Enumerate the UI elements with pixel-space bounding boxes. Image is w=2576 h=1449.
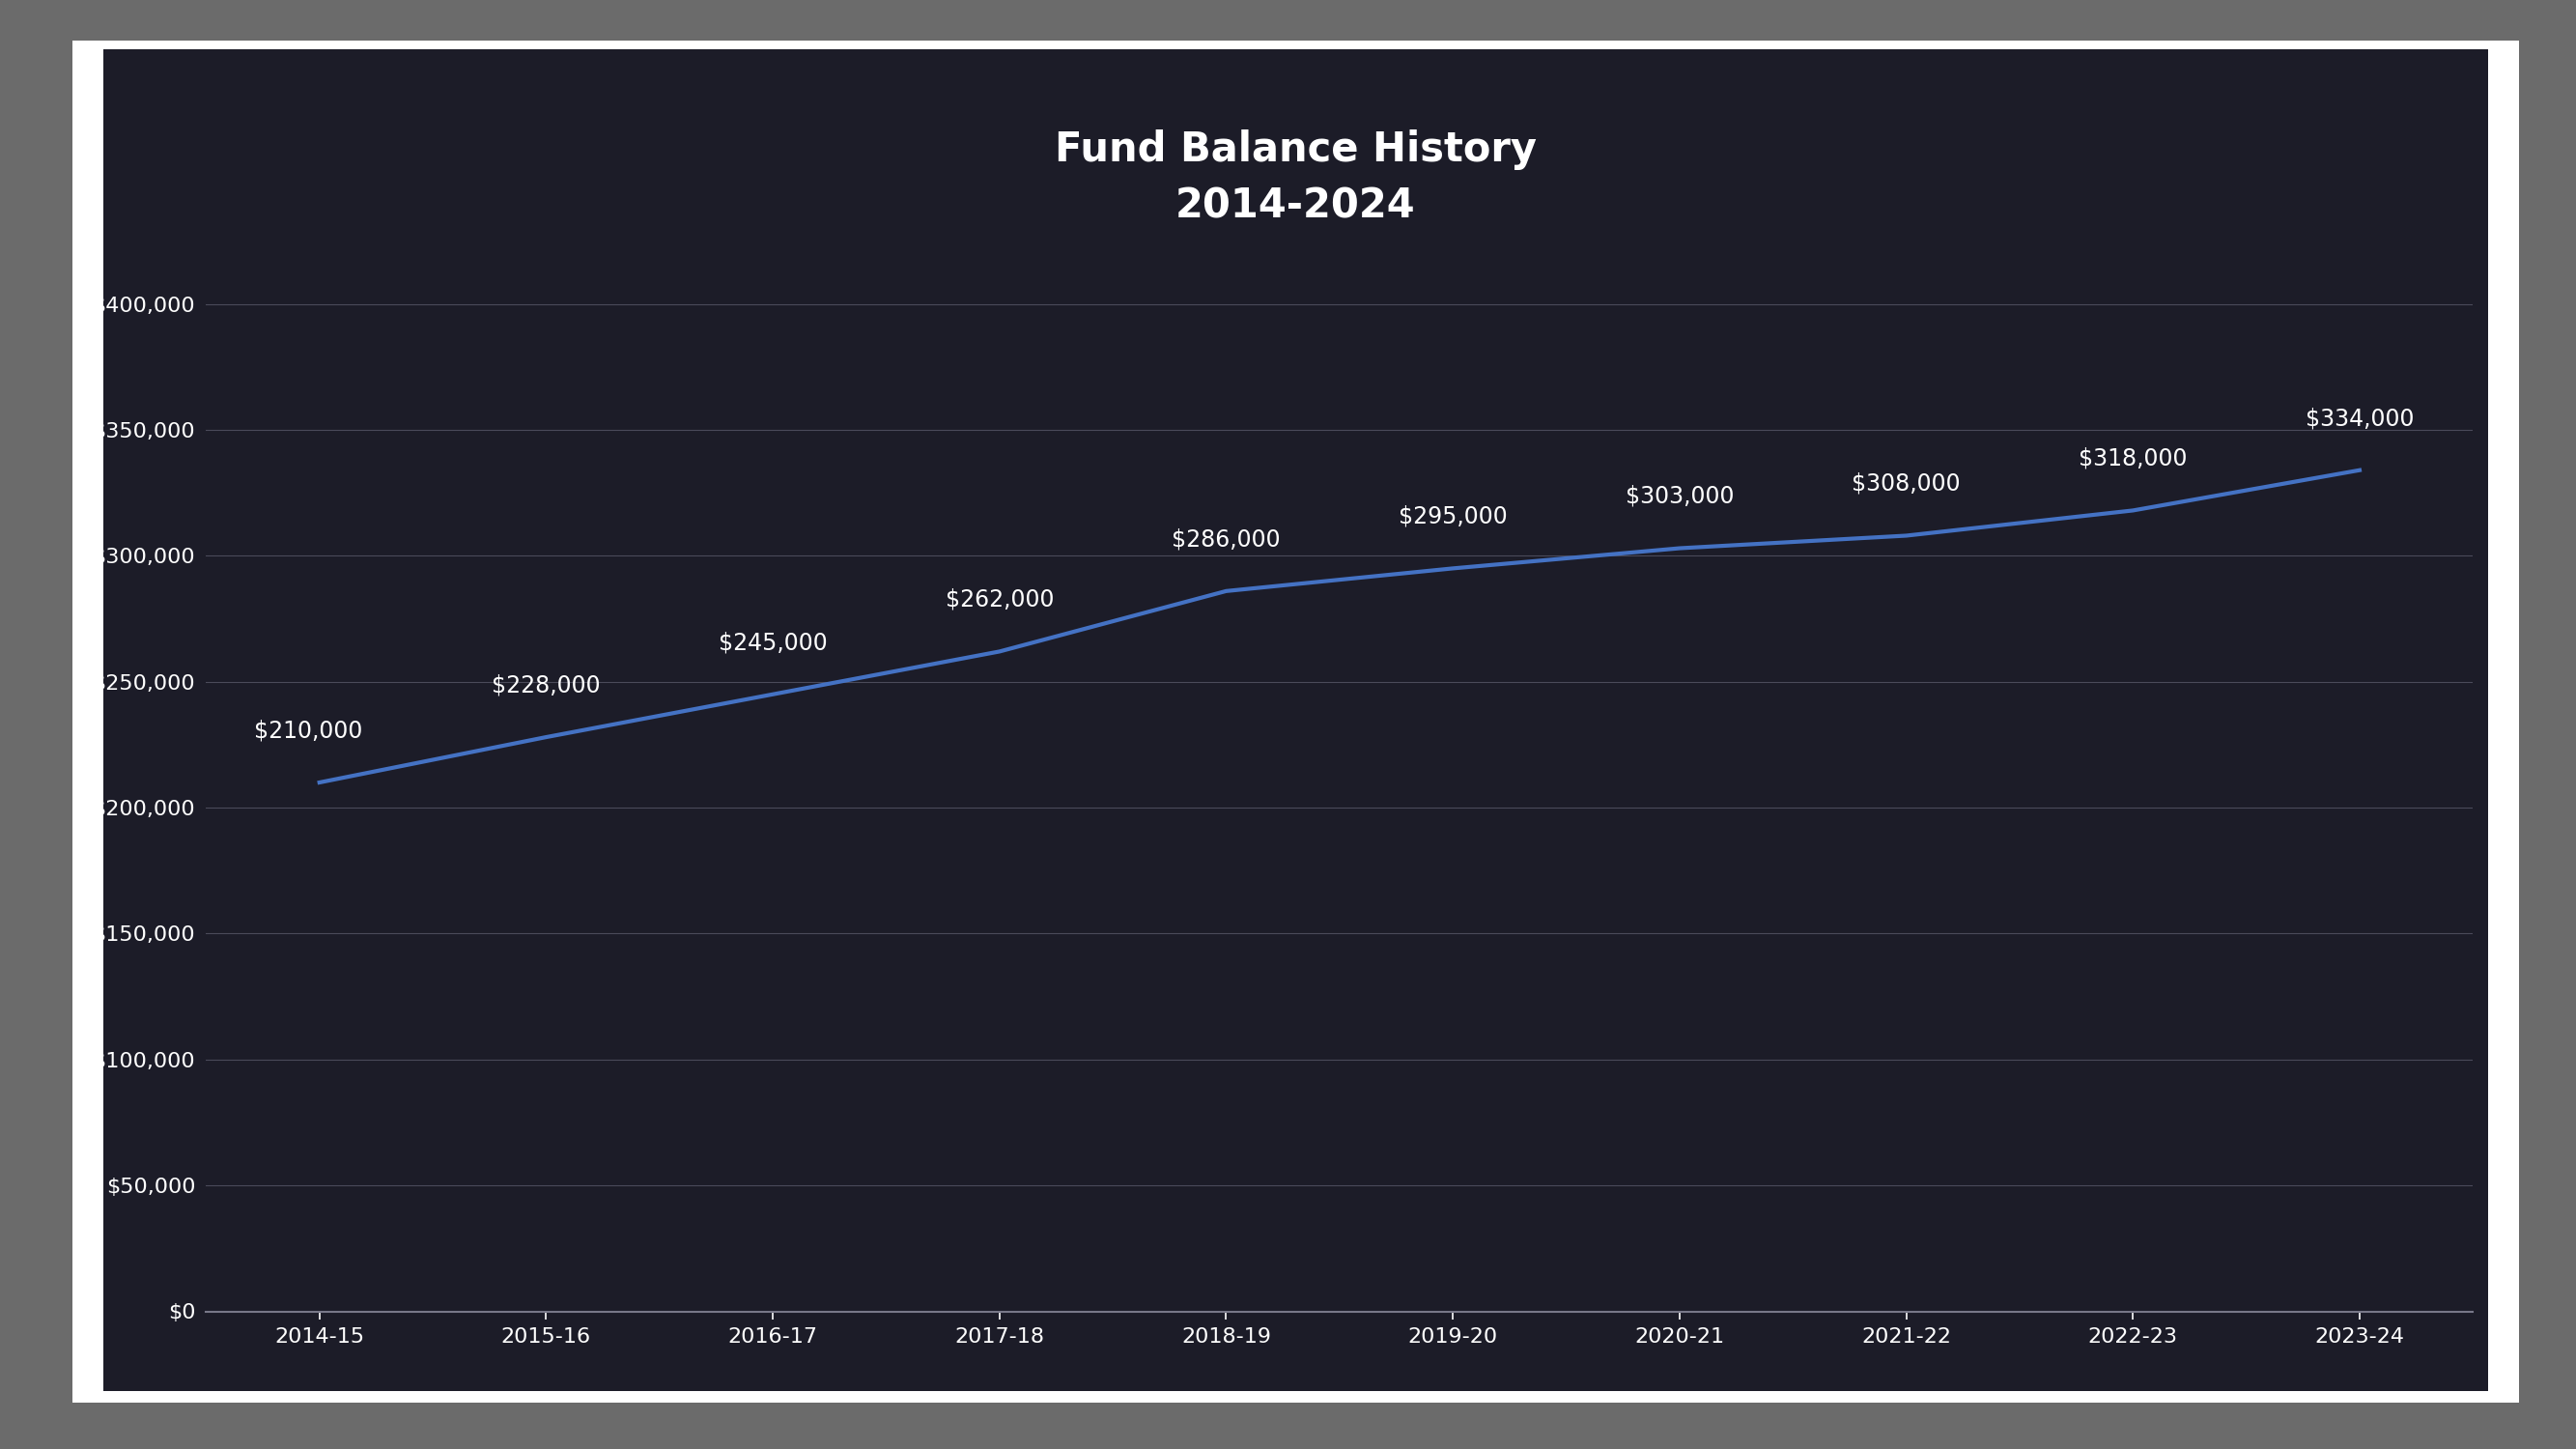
Text: $245,000: $245,000 xyxy=(719,630,827,653)
Text: $286,000: $286,000 xyxy=(1172,527,1280,551)
Text: $262,000: $262,000 xyxy=(945,588,1054,611)
Text: $228,000: $228,000 xyxy=(492,674,600,697)
Text: $334,000: $334,000 xyxy=(2306,407,2414,430)
Text: $308,000: $308,000 xyxy=(1852,472,1960,496)
Text: $295,000: $295,000 xyxy=(1399,504,1507,527)
Text: $210,000: $210,000 xyxy=(255,719,363,742)
Text: $303,000: $303,000 xyxy=(1625,485,1734,509)
Text: Fund Balance History
2014-2024: Fund Balance History 2014-2024 xyxy=(1054,129,1538,226)
Text: $318,000: $318,000 xyxy=(2079,446,2187,469)
